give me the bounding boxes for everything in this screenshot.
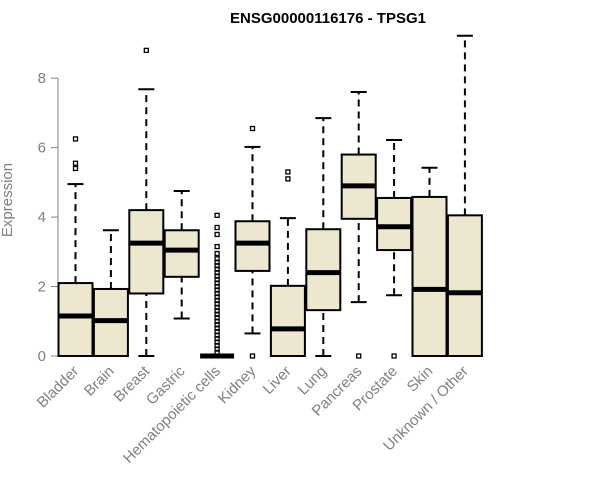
iqr-box — [234, 220, 271, 272]
outlier-point — [285, 169, 291, 175]
outlier-point — [143, 47, 149, 54]
box-brain — [92, 229, 129, 357]
box-bladder — [57, 136, 94, 357]
outlier-point — [356, 353, 362, 359]
iqr-box — [57, 282, 94, 357]
box-breast — [128, 47, 165, 357]
x-tick-label: Bladder — [34, 363, 83, 412]
iqr-box — [305, 228, 342, 312]
iqr-box — [411, 195, 448, 357]
outlier-point — [214, 256, 220, 262]
iqr-box — [163, 229, 200, 278]
y-tick-label: 0 — [38, 348, 46, 365]
outlier-point — [214, 224, 220, 231]
outlier-point — [72, 136, 79, 142]
iqr-box — [446, 214, 483, 357]
outlier-point — [249, 125, 256, 132]
outlier-point — [249, 353, 256, 359]
outlier-point — [214, 231, 220, 238]
chart-title: ENSG00000116176 - TPSG1 — [230, 10, 426, 27]
outlier-point — [214, 243, 220, 250]
outlier-point — [72, 165, 79, 172]
outlier-point — [214, 212, 220, 218]
box-kidney — [234, 125, 271, 359]
iqr-box — [128, 209, 165, 295]
iqr-box — [376, 196, 413, 252]
y-tick-label: 4 — [38, 209, 46, 226]
box-gastric — [163, 190, 200, 320]
iqr-box — [269, 284, 306, 358]
y-axis: 0 2 4 6 8 — [38, 70, 59, 365]
box-prostate — [376, 138, 413, 359]
outlier-point — [391, 353, 397, 359]
box-unknown-other — [446, 34, 483, 357]
outlier-point — [72, 160, 79, 166]
box-lung — [305, 117, 342, 357]
boxes-group — [57, 34, 483, 359]
box-skin — [411, 166, 448, 357]
x-tick-label: Kidney — [215, 362, 260, 407]
box-pancreas — [340, 91, 377, 359]
box-liver — [269, 169, 306, 358]
outlier-point — [214, 250, 220, 257]
y-tick-label: 6 — [38, 140, 46, 157]
x-tick-label: Liver — [260, 363, 295, 398]
y-tick-label: 8 — [38, 70, 46, 87]
y-axis-label: Expression — [0, 163, 16, 237]
box-hematopoietic-cells — [200, 212, 235, 359]
y-tick-label: 2 — [38, 279, 46, 296]
outlier-point — [285, 176, 291, 182]
